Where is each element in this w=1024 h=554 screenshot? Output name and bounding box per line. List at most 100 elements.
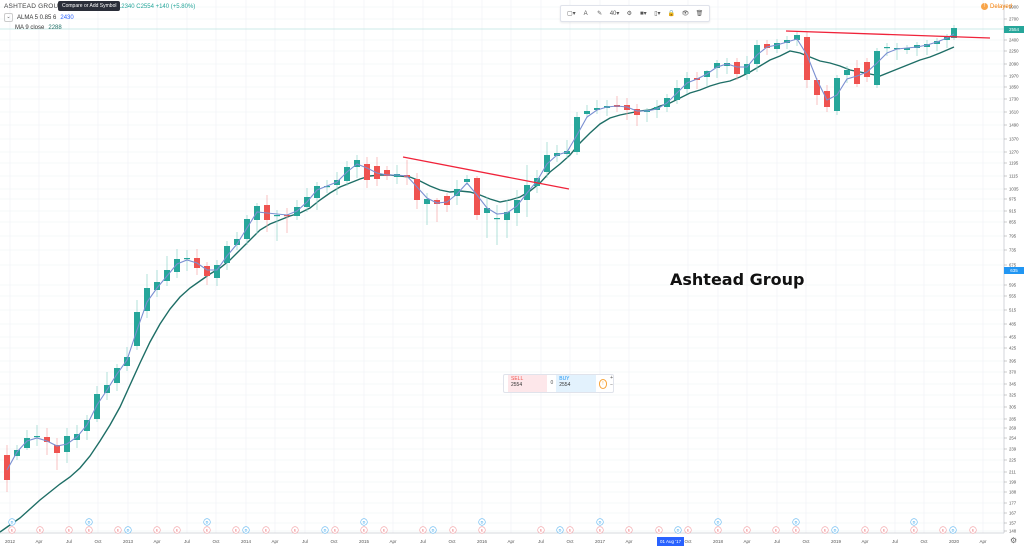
font-size-button[interactable]: 40▾ xyxy=(609,11,620,17)
candle[interactable] xyxy=(274,210,280,241)
candle[interactable] xyxy=(584,105,590,118)
candle[interactable] xyxy=(574,112,580,155)
dividend-event-icon[interactable]: D xyxy=(714,518,722,526)
earnings-event-icon[interactable]: E xyxy=(821,526,829,534)
earnings-event-icon[interactable]: E xyxy=(684,526,692,534)
dividend-event-icon[interactable]: D xyxy=(203,518,211,526)
candle[interactable] xyxy=(864,58,870,82)
candle[interactable] xyxy=(54,438,60,470)
candle[interactable] xyxy=(254,203,260,234)
symbol-title[interactable]: ASHTEAD GROUP PL xyxy=(4,3,74,10)
dividend-event-icon[interactable]: D xyxy=(478,518,486,526)
earnings-event-icon[interactable]: E xyxy=(743,526,751,534)
dividend-event-icon[interactable]: D xyxy=(910,518,918,526)
candle[interactable] xyxy=(774,39,780,53)
trendline[interactable] xyxy=(785,30,991,39)
candle[interactable] xyxy=(284,208,290,233)
dividend-event-icon[interactable]: D xyxy=(596,518,604,526)
earnings-event-icon[interactable]: E xyxy=(65,526,73,534)
candle[interactable] xyxy=(4,445,10,492)
delayed-status[interactable]: ! Delayed xyxy=(981,3,1012,10)
candle[interactable] xyxy=(474,176,480,220)
candle[interactable] xyxy=(114,364,120,391)
candle[interactable] xyxy=(94,386,100,422)
earnings-event-icon[interactable]: E xyxy=(566,526,574,534)
candle[interactable] xyxy=(694,72,700,89)
earnings-event-icon[interactable]: E xyxy=(792,526,800,534)
earnings-event-icon[interactable]: E xyxy=(262,526,270,534)
earnings-event-icon[interactable]: E xyxy=(173,526,181,534)
candle[interactable] xyxy=(334,172,340,195)
earnings-event-icon[interactable]: E xyxy=(153,526,161,534)
earnings-event-icon[interactable]: E xyxy=(449,526,457,534)
candle[interactable] xyxy=(884,43,890,56)
earnings-event-icon[interactable]: E xyxy=(537,526,545,534)
candle[interactable] xyxy=(634,104,640,126)
earnings-event-icon[interactable]: E xyxy=(331,526,339,534)
earnings-event-icon[interactable]: E xyxy=(85,526,93,534)
candle[interactable] xyxy=(484,197,490,238)
trendline[interactable] xyxy=(402,156,570,190)
chart-settings-gear-icon[interactable]: ⚙ xyxy=(1010,536,1018,545)
quantity-plus-button[interactable]: + xyxy=(610,375,613,381)
earnings-event-icon[interactable]: E xyxy=(625,526,633,534)
earnings-event-icon[interactable]: E xyxy=(596,526,604,534)
candle[interactable] xyxy=(154,270,160,297)
dividend-event-icon[interactable]: D xyxy=(85,518,93,526)
earnings-event-icon[interactable]: E xyxy=(861,526,869,534)
earnings-event-icon[interactable]: E xyxy=(939,526,947,534)
candle[interactable] xyxy=(594,100,600,114)
fill-button[interactable]: ■▾ xyxy=(640,11,647,17)
dividend-event-icon[interactable]: D xyxy=(949,526,957,534)
earnings-event-icon[interactable]: E xyxy=(232,526,240,534)
info-icon[interactable]: ! xyxy=(598,379,608,389)
earnings-event-icon[interactable]: E xyxy=(114,526,122,534)
earnings-event-icon[interactable]: E xyxy=(419,526,427,534)
candle[interactable] xyxy=(314,182,320,210)
dividend-event-icon[interactable]: D xyxy=(242,526,250,534)
candle[interactable] xyxy=(364,157,370,188)
chart-pane[interactable]: 2900 2700 2400 2250 2090 1970 1850 1730 1610 1490… xyxy=(0,0,1019,544)
earnings-event-icon[interactable]: E xyxy=(772,526,780,534)
dividend-event-icon[interactable]: D xyxy=(831,526,839,534)
dividend-event-icon[interactable]: D xyxy=(674,526,682,534)
earnings-event-icon[interactable]: E xyxy=(478,526,486,534)
dividend-event-icon[interactable]: D xyxy=(360,518,368,526)
earnings-event-icon[interactable]: E xyxy=(880,526,888,534)
candle[interactable] xyxy=(34,425,40,446)
earnings-event-icon[interactable]: E xyxy=(36,526,44,534)
candle[interactable] xyxy=(714,60,720,78)
earnings-event-icon[interactable]: E xyxy=(360,526,368,534)
candle[interactable] xyxy=(384,166,390,180)
sell-button[interactable]: SELL 2554 xyxy=(508,375,548,392)
candle[interactable] xyxy=(344,161,350,186)
candle[interactable] xyxy=(164,256,170,286)
candle[interactable] xyxy=(404,160,410,185)
earnings-event-icon[interactable]: E xyxy=(714,526,722,534)
candle[interactable] xyxy=(354,155,360,178)
candle[interactable] xyxy=(874,48,880,88)
earnings-event-icon[interactable]: E xyxy=(655,526,663,534)
indicator-alma[interactable]: ⌄ ALMA 5 0.85 6 2430 xyxy=(4,13,195,22)
dividend-event-icon[interactable]: D xyxy=(556,526,564,534)
candle[interactable] xyxy=(904,45,910,54)
candle[interactable] xyxy=(414,173,420,209)
candle[interactable] xyxy=(804,32,810,88)
candle[interactable] xyxy=(454,180,460,205)
border-button[interactable]: ▯▾ xyxy=(654,11,661,17)
candle[interactable] xyxy=(504,200,510,238)
dividend-event-icon[interactable]: D xyxy=(429,526,437,534)
candle[interactable] xyxy=(234,232,240,250)
earnings-event-icon[interactable]: E xyxy=(969,526,977,534)
candle[interactable] xyxy=(924,40,930,55)
candle[interactable] xyxy=(144,274,150,318)
candle[interactable] xyxy=(294,200,300,220)
delete-button[interactable]: 🗑 xyxy=(695,11,704,17)
earnings-event-icon[interactable]: E xyxy=(203,526,211,534)
chart-text-annotation[interactable]: Ashtead Group xyxy=(670,270,805,289)
earnings-event-icon[interactable]: E xyxy=(380,526,388,534)
candle[interactable] xyxy=(614,96,620,112)
visibility-button[interactable]: 👁 xyxy=(681,11,690,17)
candle[interactable] xyxy=(744,56,750,80)
collapse-indicators-icon[interactable]: ⌄ xyxy=(4,13,13,22)
